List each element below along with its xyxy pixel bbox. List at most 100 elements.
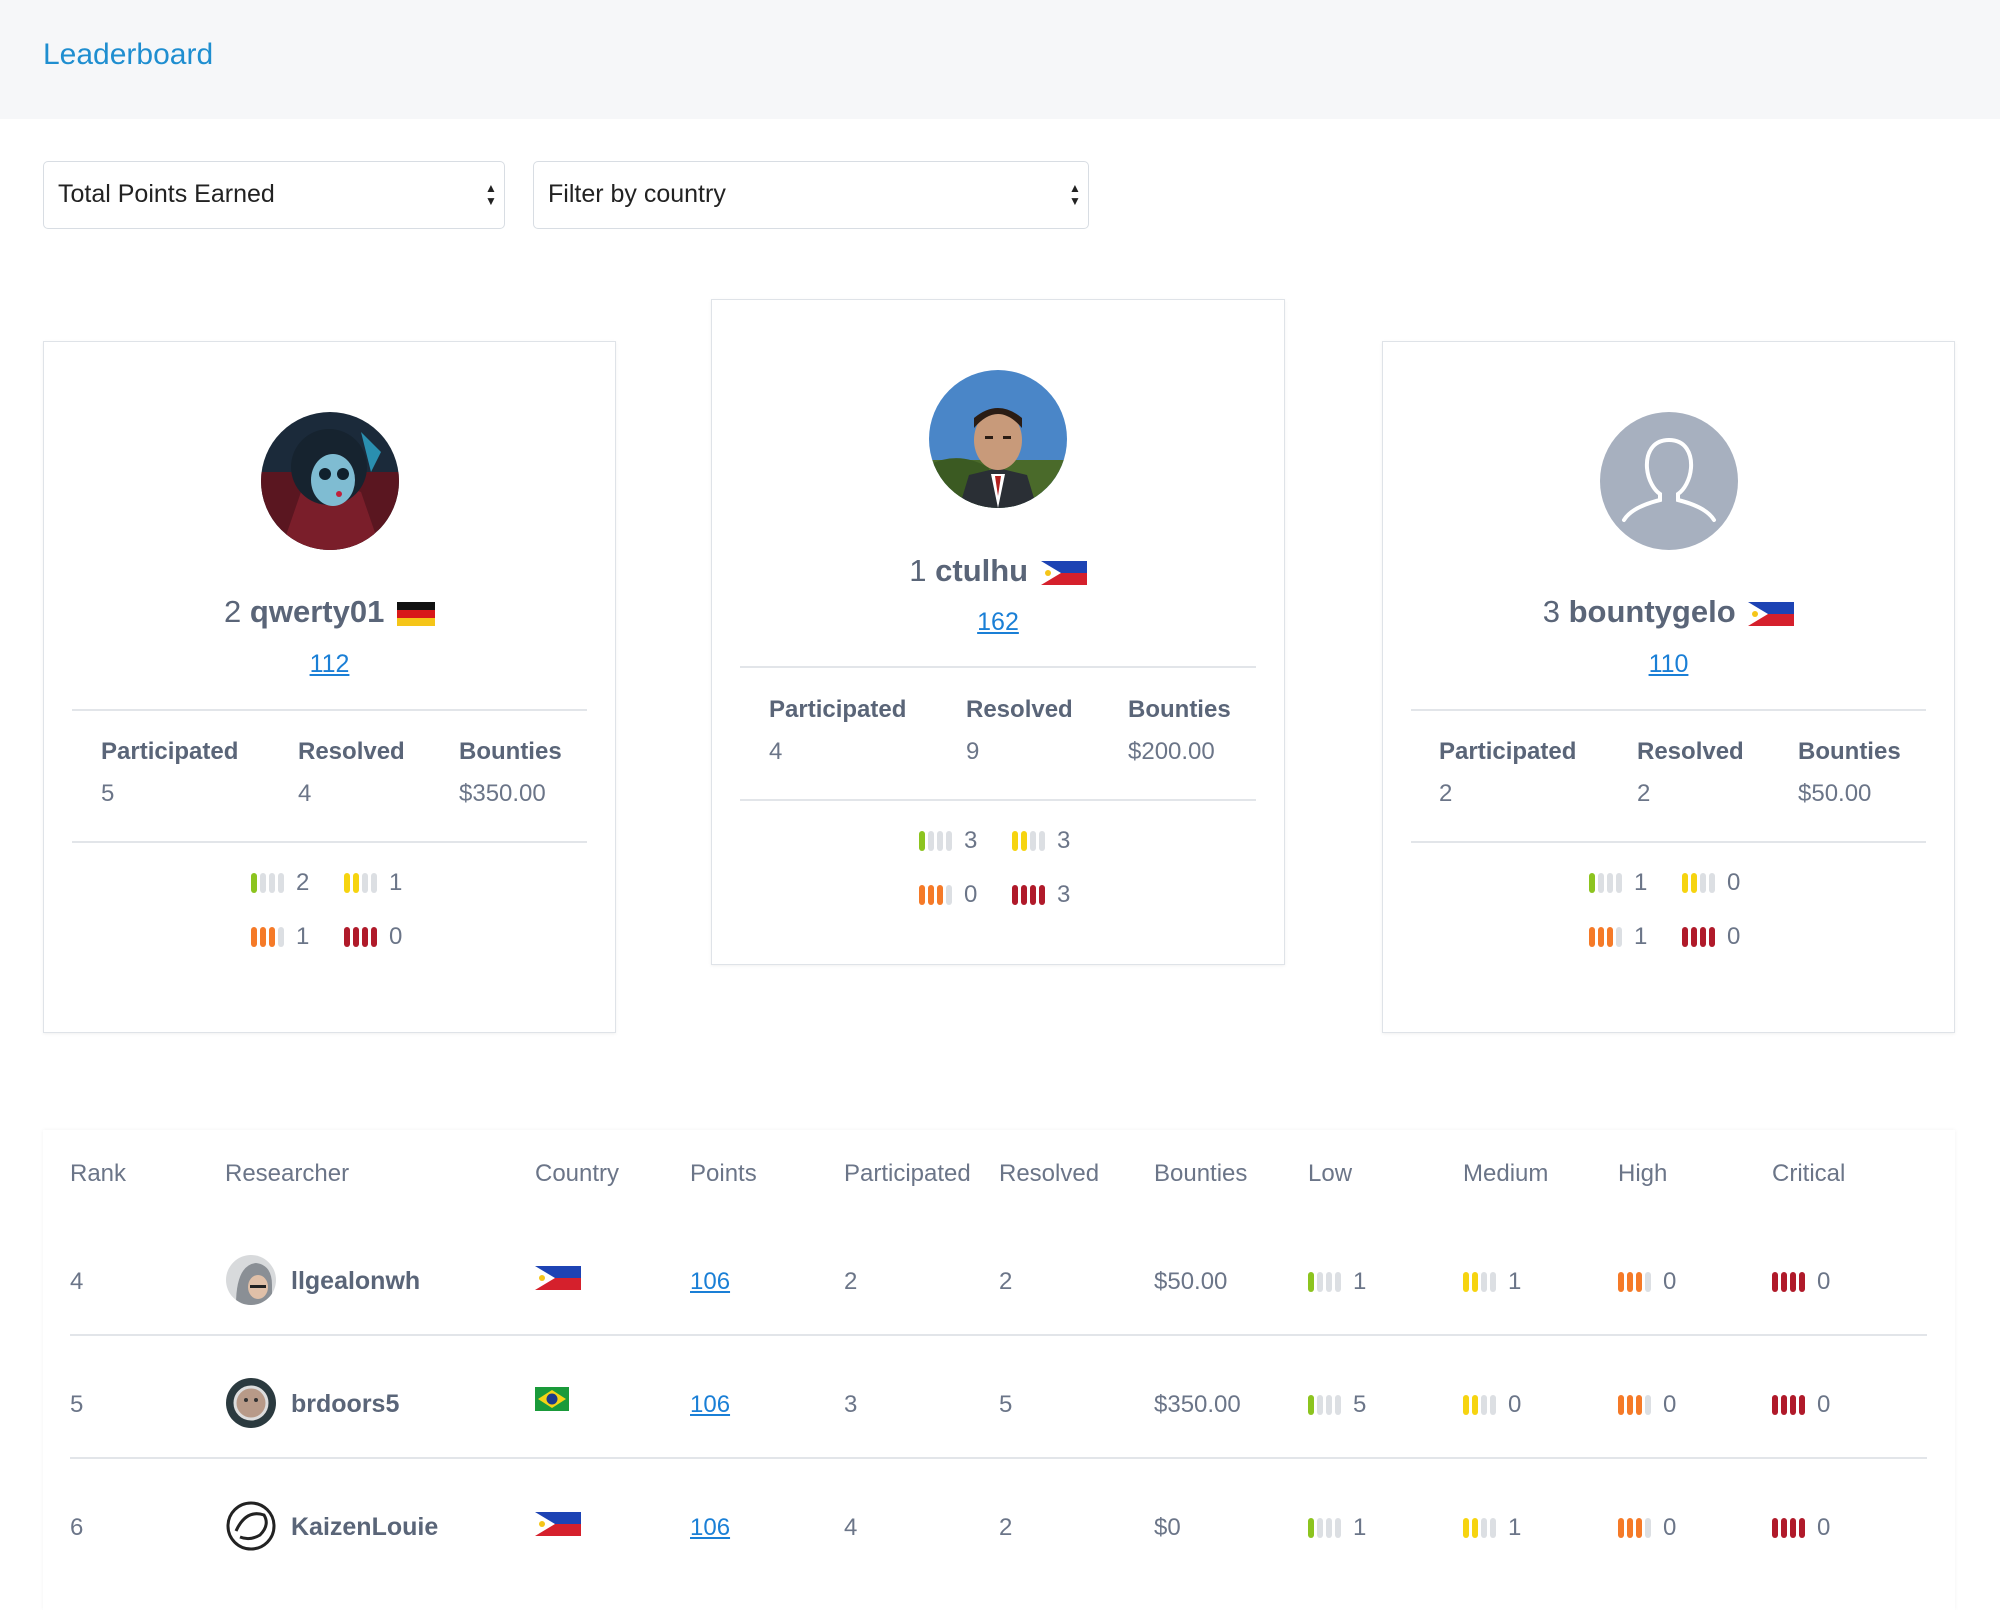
- researcher-name[interactable]: llgealonwh: [291, 1267, 421, 1295]
- severity-pill: [1012, 885, 1018, 905]
- high-severity: 1: [251, 923, 309, 951]
- podium-username[interactable]: ctulhu: [935, 553, 1029, 588]
- participated-cell: 4: [844, 1514, 858, 1541]
- severity-pill: [278, 927, 284, 947]
- severity-pill: [1691, 873, 1697, 893]
- low-severity: 1: [1308, 1268, 1366, 1296]
- critical-severity: 0: [344, 923, 402, 951]
- header-country[interactable]: Country: [535, 1160, 620, 1187]
- severity-pill: [1335, 1272, 1341, 1292]
- severity-pill: [1326, 1518, 1332, 1538]
- severity-pill: [1682, 873, 1688, 893]
- divider: [1411, 841, 1926, 843]
- resolved-cell: 5: [999, 1391, 1013, 1418]
- country-cell: [535, 1512, 581, 1543]
- severity-pill: [1039, 831, 1045, 851]
- avatar[interactable]: [260, 412, 399, 550]
- high-severity-icon: [251, 927, 284, 947]
- researcher-name[interactable]: brdoors5: [291, 1390, 400, 1418]
- bounties-value: $200.00: [1128, 738, 1215, 765]
- severity-pill: [260, 873, 266, 893]
- avatar[interactable]: [226, 1378, 276, 1428]
- header-high[interactable]: High: [1618, 1160, 1668, 1187]
- severity-pill: [1627, 1272, 1633, 1292]
- severity-pill: [1618, 1395, 1624, 1415]
- severity-pill: [946, 831, 952, 851]
- sort-select-value: Total Points Earned: [58, 180, 275, 208]
- country-filter-select[interactable]: Filter by country ▲ ▼: [533, 161, 1089, 229]
- header-bounties[interactable]: Bounties: [1154, 1160, 1248, 1187]
- participated-cell: 3: [844, 1391, 858, 1418]
- sort-select[interactable]: Total Points Earned ▲ ▼: [43, 161, 505, 229]
- podium-points-link[interactable]: 110: [1648, 650, 1689, 678]
- avatar[interactable]: [929, 370, 1067, 508]
- high-severity-icon: [919, 885, 952, 905]
- medium-severity: 3: [1012, 827, 1070, 855]
- points-link[interactable]: 106: [690, 1514, 731, 1541]
- header-researcher[interactable]: Researcher: [225, 1160, 350, 1187]
- participated-stat: Participated 2: [1439, 738, 1576, 808]
- country-cell: [535, 1387, 569, 1418]
- low-count: 1: [1353, 1514, 1367, 1541]
- avatar[interactable]: [226, 1501, 276, 1551]
- medium-severity-icon: [1463, 1395, 1496, 1415]
- low-count: 3: [964, 827, 978, 854]
- severity-pill: [1645, 1272, 1651, 1292]
- participated-value: 5: [101, 780, 115, 807]
- critical-severity: 0: [1772, 1514, 1830, 1542]
- podium-name: 2 qwerty01: [44, 594, 615, 630]
- divider: [1411, 709, 1926, 711]
- header-points[interactable]: Points: [690, 1160, 757, 1187]
- researcher-name[interactable]: KaizenLouie: [291, 1513, 439, 1541]
- severity-pill: [1616, 873, 1622, 893]
- podium-points-link[interactable]: 112: [309, 650, 350, 678]
- severity-pill: [928, 885, 934, 905]
- podium-username[interactable]: qwerty01: [249, 594, 385, 629]
- bounties-cell: $50.00: [1154, 1268, 1228, 1295]
- ph-flag-icon: [1040, 560, 1087, 585]
- severity-pill: [1030, 885, 1036, 905]
- severity-pill: [937, 831, 943, 851]
- low-count: 5: [1353, 1391, 1367, 1418]
- low-severity-icon: [1308, 1518, 1341, 1538]
- severity-pill: [1039, 885, 1045, 905]
- select-arrows-icon: ▲ ▼: [485, 181, 497, 208]
- high-severity-icon: [1618, 1395, 1651, 1415]
- podium-username[interactable]: bountygelo: [1568, 594, 1736, 629]
- header-rank[interactable]: Rank: [70, 1160, 127, 1187]
- severity-pill: [1682, 927, 1688, 947]
- podium-points-link[interactable]: 162: [977, 608, 1019, 636]
- critical-count: 0: [1817, 1514, 1831, 1541]
- severity-pill: [1463, 1272, 1469, 1292]
- severity-pill: [1618, 1518, 1624, 1538]
- high-count: 1: [296, 923, 310, 950]
- low-count: 1: [1634, 869, 1648, 896]
- header-low[interactable]: Low: [1308, 1160, 1353, 1187]
- header-critical[interactable]: Critical: [1772, 1160, 1846, 1187]
- severity-pill: [1335, 1518, 1341, 1538]
- low-count: 2: [296, 869, 310, 896]
- avatar[interactable]: [1599, 412, 1738, 550]
- medium-severity-icon: [1463, 1272, 1496, 1292]
- points-link[interactable]: 106: [690, 1268, 731, 1295]
- resolved-stat: Resolved 9: [966, 696, 1073, 766]
- high-severity-icon: [1589, 927, 1622, 947]
- severity-pill: [1589, 873, 1595, 893]
- avatar[interactable]: [226, 1255, 276, 1305]
- critical-severity-icon: [344, 927, 377, 947]
- podium-card-third: 3 bountygelo 110 Participated 2 Resolved…: [1382, 341, 1955, 1033]
- podium-card-second: 2 qwerty01 112 Participated 5 Resolved 4…: [43, 341, 616, 1033]
- bounties-label: Bounties: [1798, 738, 1901, 765]
- high-count: 0: [1663, 1514, 1677, 1541]
- severity-pill: [269, 873, 275, 893]
- severity-pill: [1308, 1395, 1314, 1415]
- severity-pill: [1317, 1395, 1323, 1415]
- low-severity: 1: [1308, 1514, 1366, 1542]
- header-resolved[interactable]: Resolved: [999, 1160, 1100, 1187]
- divider: [740, 799, 1256, 801]
- points-link[interactable]: 106: [690, 1391, 731, 1418]
- severity-pill: [1021, 831, 1027, 851]
- header-medium[interactable]: Medium: [1463, 1160, 1549, 1187]
- severity-pill: [1012, 831, 1018, 851]
- header-participated[interactable]: Participated: [844, 1160, 971, 1187]
